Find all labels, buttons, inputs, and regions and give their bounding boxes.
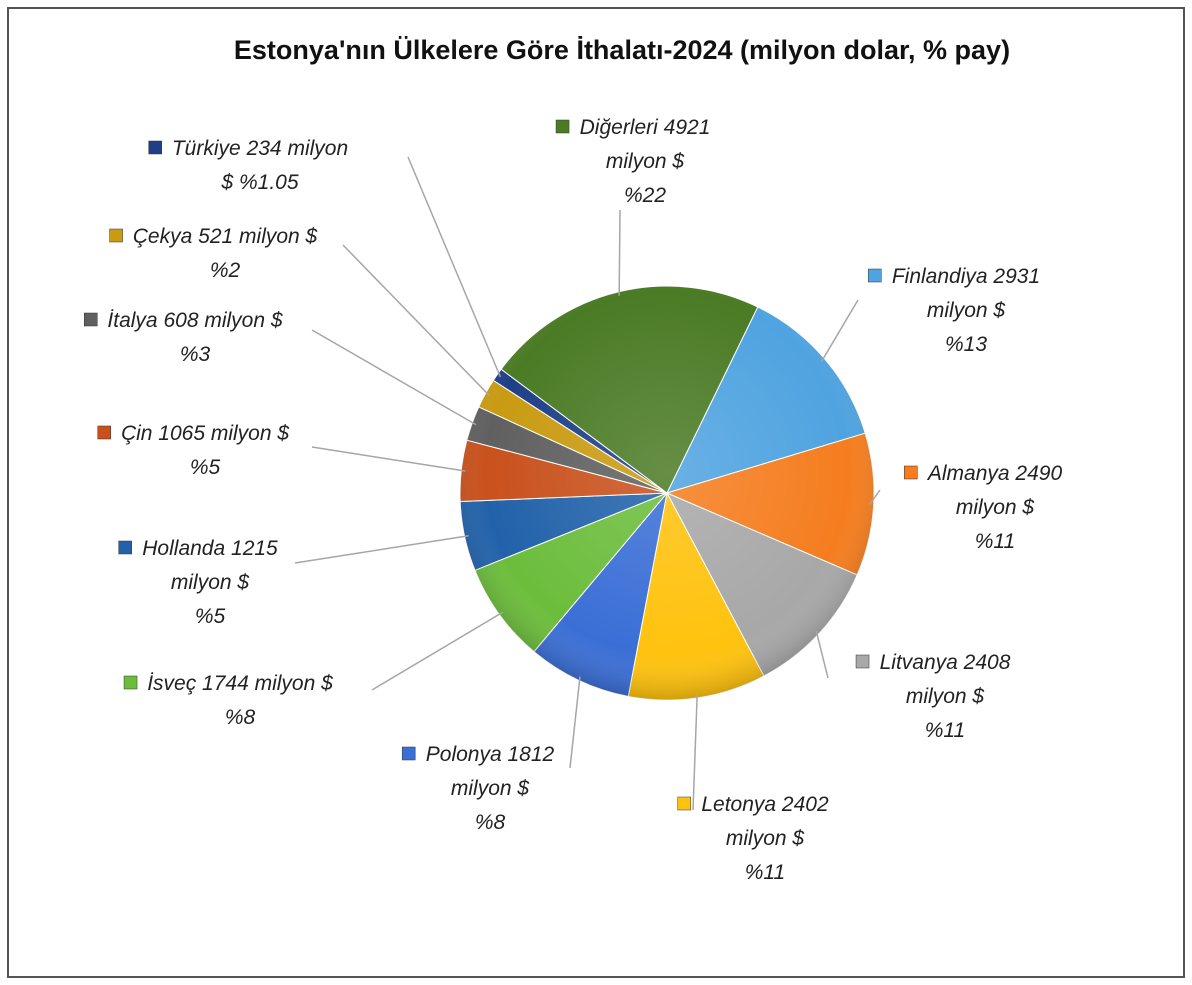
label-part: 2490 (1014, 462, 1062, 485)
leader-line (371, 611, 504, 691)
legend-marker (855, 654, 870, 669)
label-part: %8 (225, 706, 256, 729)
label-part: Letonya (701, 793, 776, 816)
data-label: Finlandiya 2931 milyon $ %13 (892, 265, 1040, 356)
label-part: 2931 (992, 265, 1040, 288)
leader-line (869, 489, 881, 505)
label-part: Almanya (926, 462, 1010, 485)
label-part: milyon $ (211, 422, 290, 445)
label-part: milyon $ (726, 827, 805, 850)
label-part: 2408 (963, 651, 1011, 674)
data-label: Letonya 2402 milyon $ %11 (701, 793, 829, 884)
label-part: %13 (945, 333, 987, 356)
data-label: İtalya 608 milyon $ %3 (107, 309, 282, 366)
label-part: İsveç (147, 672, 197, 695)
label-part: Polonya (426, 743, 502, 766)
leader-line (618, 209, 621, 296)
label-part: $ (220, 171, 233, 194)
legend-marker (677, 796, 692, 811)
label-part: 1215 (231, 537, 278, 560)
label-part: %8 (475, 811, 506, 834)
leader-line (815, 630, 829, 679)
legend-marker (904, 465, 918, 480)
legend-marker (109, 228, 123, 243)
label-part: milyon $ (204, 309, 283, 332)
data-label: Çekya 521 milyon $ %2 (133, 225, 318, 282)
label-part: %11 (975, 530, 1015, 553)
leader-line (311, 446, 466, 472)
label-part: milyon $ (255, 672, 334, 695)
label-part: milyon $ (239, 225, 318, 248)
legend-marker (123, 675, 138, 690)
label-part: %22 (624, 184, 666, 207)
data-label: Litvanya 2408 milyon $ %11 (880, 651, 1011, 742)
label-part: İtalya (107, 309, 157, 332)
leader-line (820, 299, 859, 362)
label-part: milyon $ (956, 496, 1035, 519)
label-part: Diğerleri (580, 116, 660, 139)
label-part: milyon $ (927, 299, 1006, 322)
data-label: İsveç 1744 milyon $ %8 (147, 672, 333, 729)
label-part: Finlandiya (892, 265, 988, 288)
label-part: Çekya (133, 225, 193, 248)
legend-marker (148, 140, 162, 155)
leader-line (407, 156, 502, 378)
leader-line (294, 534, 469, 564)
data-label: Diğerleri 4921 milyon $ %22 (580, 116, 711, 207)
leader-line (692, 693, 698, 811)
label-part: milyon $ (606, 150, 685, 173)
data-label: Çin 1065 milyon $ %5 (121, 422, 289, 479)
label-part: %3 (180, 343, 211, 366)
data-label: Almanya 2490 milyon $ %11 (926, 462, 1063, 553)
legend-marker (401, 746, 416, 761)
legend-marker (84, 312, 98, 327)
legend-marker (555, 119, 570, 134)
label-part: 1812 (508, 743, 555, 766)
data-label: Türkiye 234 milyon $ %1.05 (172, 137, 348, 194)
label-part: 234 (246, 137, 282, 160)
label-part: Litvanya (880, 651, 958, 674)
label-part: %11 (925, 719, 965, 742)
label-part: Hollanda (142, 537, 225, 560)
data-label: Hollanda 1215 milyon $ %5 (142, 537, 278, 628)
leader-line (311, 329, 477, 426)
data-label: Polonya 1812 milyon $ %8 (426, 743, 555, 834)
legend-marker (97, 425, 112, 440)
label-part: %5 (190, 456, 221, 479)
label-part: Çin (121, 422, 153, 445)
label-part: 4921 (664, 116, 711, 139)
label-part: milyon $ (451, 777, 530, 800)
label-part: 521 (198, 225, 233, 248)
label-part: %5 (195, 605, 226, 628)
label-part: %1.05 (239, 171, 299, 194)
label-part: 1065 (158, 422, 205, 445)
label-part: 2402 (781, 793, 829, 816)
leader-line (342, 244, 490, 396)
label-part: milyon $ (171, 571, 250, 594)
label-part: %2 (210, 259, 241, 282)
label-part: milyon (287, 137, 348, 160)
label-part: milyon $ (906, 685, 985, 708)
leader-line (569, 676, 581, 769)
pie (459, 285, 875, 701)
labels: Finlandiya 2931 milyon $ %13 Almanya 2490 mi… (84, 116, 1062, 884)
chart-title: Estonya'nın Ülkelere Göre İthalatı-2024 … (234, 35, 1010, 65)
label-part: 608 (163, 309, 198, 332)
label-part: %11 (745, 861, 785, 884)
legend-marker (868, 268, 882, 283)
legend-marker (118, 540, 132, 555)
label-part: Türkiye (172, 137, 241, 160)
label-part: 1744 (202, 672, 249, 695)
